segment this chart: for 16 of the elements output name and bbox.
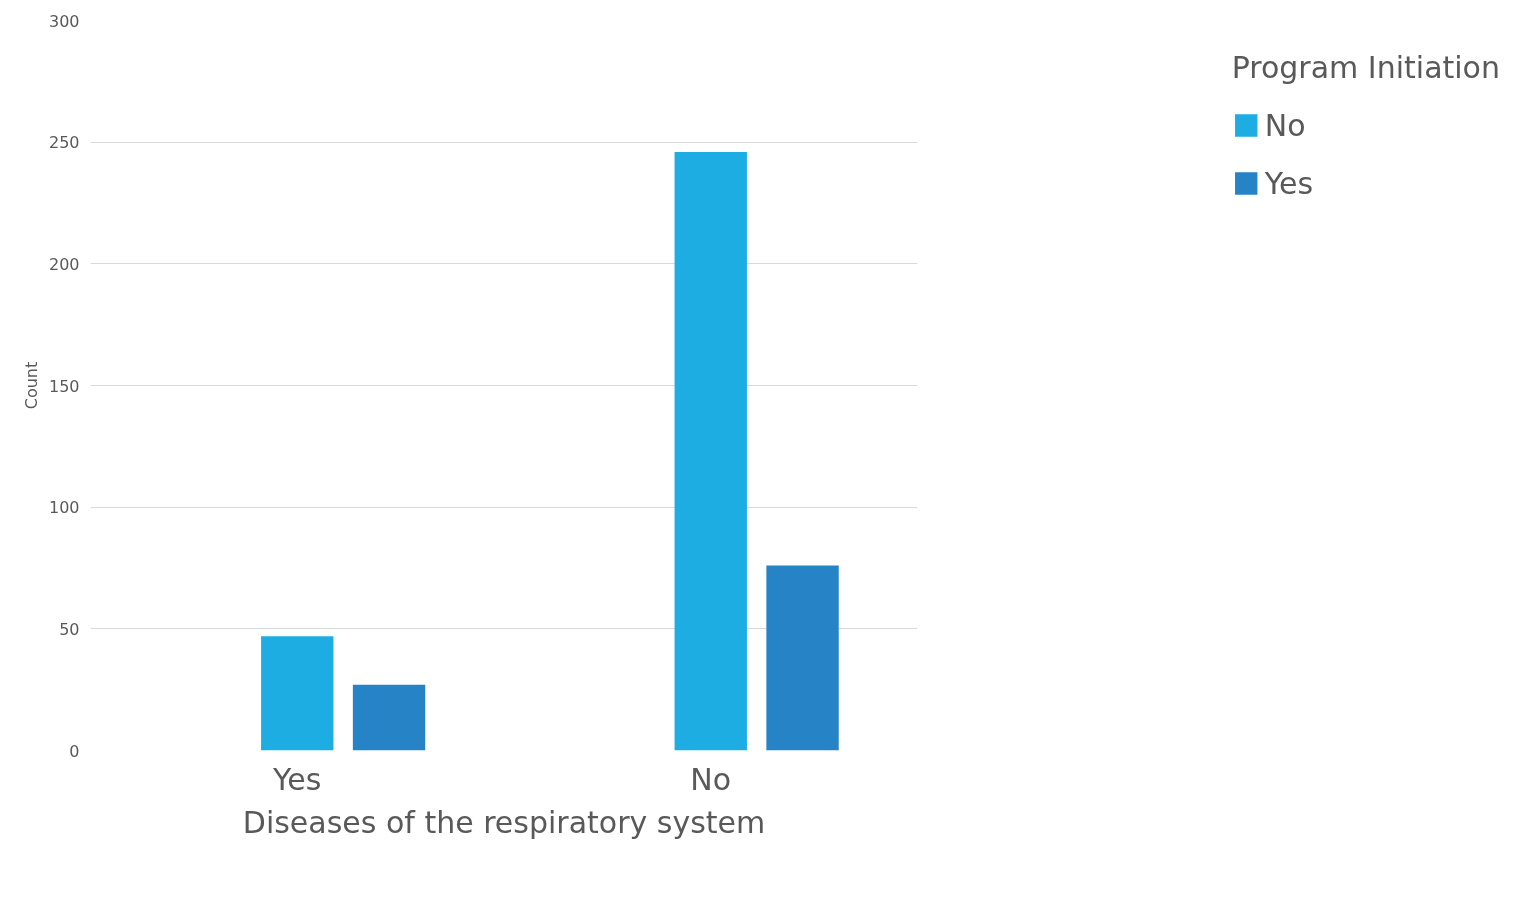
legend-label: Yes <box>1264 164 1314 203</box>
legend-title: Program Initiation <box>1231 50 1500 85</box>
bar <box>766 565 839 751</box>
x-axis-title: Diseases of the respiratory system <box>242 804 766 840</box>
legend-label: No <box>1264 106 1306 145</box>
y-tick-label: 250 <box>48 133 80 153</box>
y-tick-label: 300 <box>48 11 80 31</box>
y-tick-label: 0 <box>69 741 80 761</box>
y-tick-label: 100 <box>48 498 80 518</box>
bar <box>674 151 747 751</box>
bar <box>261 636 334 751</box>
y-tick-label: 50 <box>59 619 80 639</box>
y-axis-title: Count <box>21 361 41 410</box>
y-tick-label: 200 <box>48 254 80 274</box>
y-tick-label: 150 <box>48 376 80 396</box>
bar <box>352 684 426 751</box>
